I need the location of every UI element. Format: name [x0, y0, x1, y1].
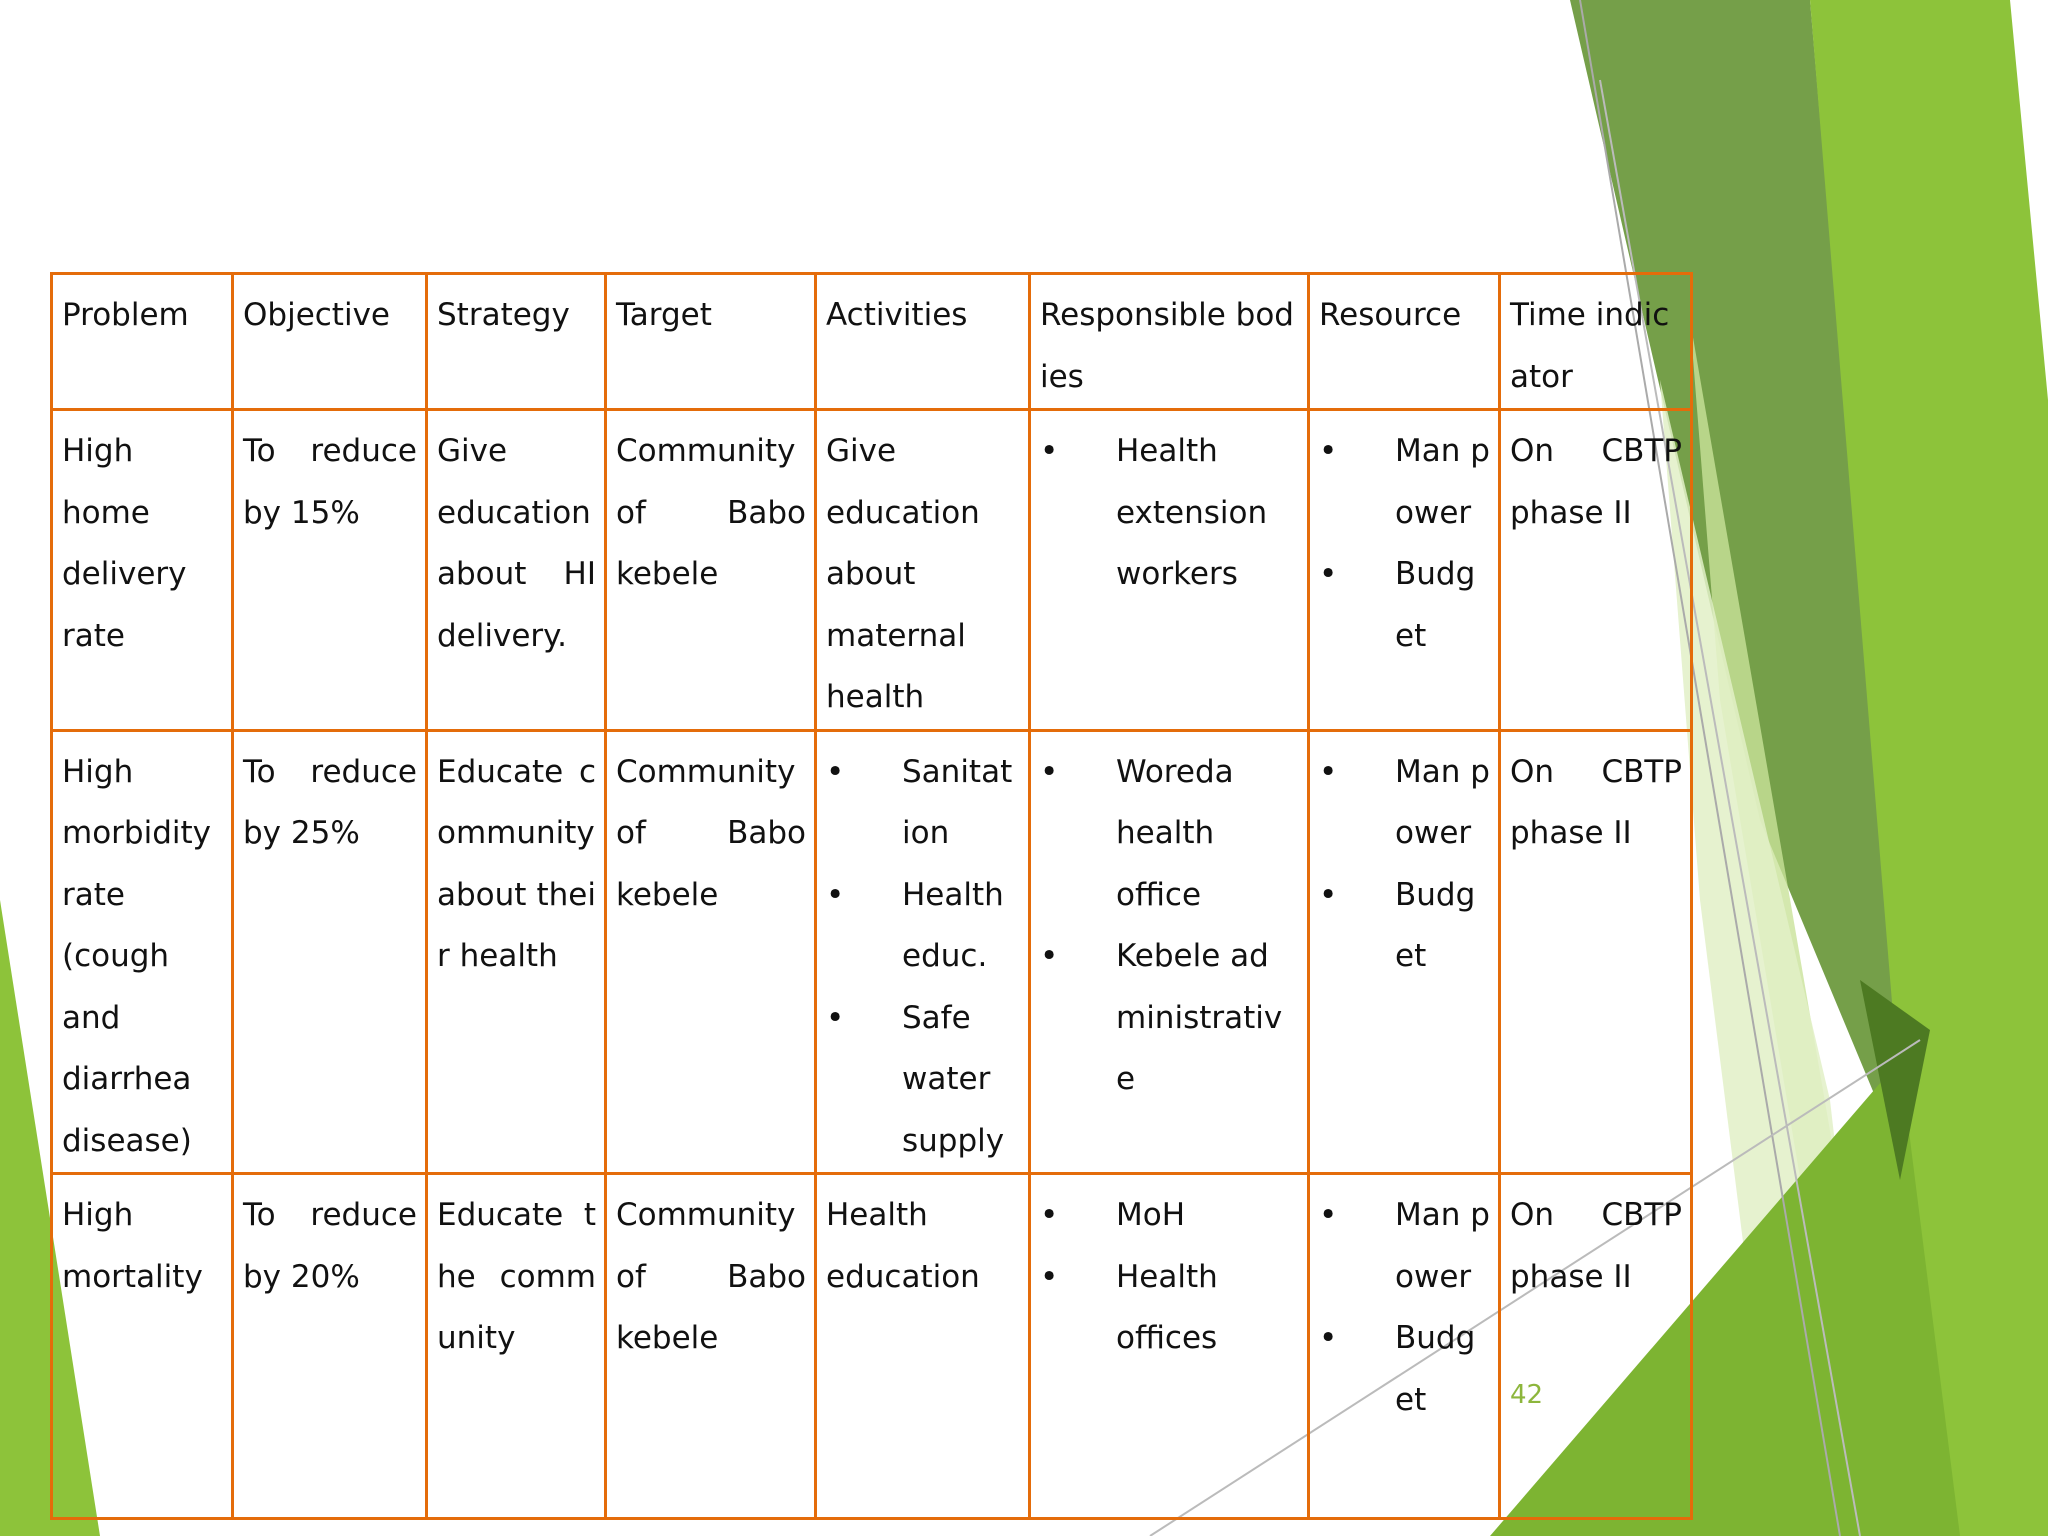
- header-cell-responsible: Responsible bodies: [1028, 272, 1310, 411]
- time-cell: On CBTP phase II: [1498, 408, 1693, 732]
- target-cell: Community of Babo kebele: [604, 1172, 817, 1520]
- bullet-icon: •: [1319, 876, 1338, 913]
- problem-cell: High mortality: [50, 1172, 234, 1520]
- list-item: • Budget: [1319, 865, 1490, 988]
- list-item: • Woreda health office: [1040, 742, 1299, 927]
- list-item: • Sanitation: [826, 742, 1020, 865]
- header-cell-strategy: Strategy: [425, 272, 607, 411]
- list-item: • Budget: [1319, 1308, 1490, 1431]
- plan-table: Problem Objective Strategy Target Activi…: [50, 272, 1693, 1520]
- bullet-icon: •: [1040, 1197, 1059, 1233]
- table-row: High home delivery rate To reduce by 15%…: [50, 408, 1693, 732]
- responsible-cell: • Woreda health office • Kebele administra…: [1028, 728, 1310, 1175]
- header-cell-resource: Resource: [1307, 272, 1501, 411]
- objective-cell: To reduce by 15%: [231, 408, 428, 732]
- strategy-cell: Educate community about their health: [425, 728, 607, 1175]
- deco-line-1: [1579, 0, 1841, 1536]
- resource-cell: • Man power • Budget: [1307, 1172, 1501, 1520]
- list-item: • Health offices: [1040, 1247, 1299, 1370]
- time-cell: On CBTP phase II: [1498, 728, 1693, 1175]
- header-cell-time: Time indicator: [1498, 272, 1693, 411]
- header-cell-target: Target: [604, 272, 817, 411]
- header-cell-problem: Problem: [50, 272, 234, 411]
- header-cell-activities: Activities: [814, 272, 1031, 411]
- list-item: • Man power: [1319, 421, 1490, 544]
- page-number: 42: [1510, 1380, 1544, 1410]
- table-row: High morbidity rate (cough and diarrhea …: [50, 728, 1693, 1175]
- list-item: • MoH: [1040, 1185, 1299, 1247]
- bullet-icon: •: [1319, 556, 1338, 592]
- strategy-cell: Educate the community: [425, 1172, 607, 1520]
- list-item: • Budget: [1319, 544, 1490, 667]
- bullet-icon: •: [1319, 1197, 1338, 1233]
- list-item: • Health educ.: [826, 865, 1020, 988]
- objective-cell: To reduce by 25%: [231, 728, 428, 1175]
- target-cell: Community of Babo kebele: [604, 408, 817, 732]
- list-item: • Man power: [1319, 742, 1490, 865]
- list-item: • Man power: [1319, 1185, 1490, 1308]
- deco-shape-bright: [1810, 0, 2048, 1536]
- responsible-cell: • MoH • Health offices: [1028, 1172, 1310, 1520]
- strategy-cell: Give education about HI delivery.: [425, 408, 607, 732]
- bullet-icon: •: [826, 876, 845, 913]
- bullet-icon: •: [826, 753, 845, 790]
- activities-cell: Health education: [814, 1172, 1031, 1520]
- responsible-cell: • Health extension workers: [1028, 408, 1310, 732]
- list-item: • Kebele administrative: [1040, 926, 1299, 1111]
- objective-cell: To reduce by 20%: [231, 1172, 428, 1520]
- bullet-icon: •: [1040, 938, 1059, 974]
- target-cell: Community of Babo kebele: [604, 728, 817, 1175]
- table-header-row: Problem Objective Strategy Target Activi…: [50, 272, 1693, 411]
- activities-cell: • Sanitation • Health educ. • Safe water su…: [814, 728, 1031, 1175]
- bullet-icon: •: [826, 999, 845, 1036]
- deco-shape-darkest: [1860, 980, 1930, 1180]
- time-cell: On CBTP phase II: [1498, 1172, 1693, 1520]
- resource-cell: • Man power • Budget: [1307, 408, 1501, 732]
- bullet-icon: •: [1319, 753, 1338, 790]
- problem-cell: High morbidity rate (cough and diarrhea …: [50, 728, 234, 1175]
- bullet-icon: •: [1319, 1320, 1338, 1356]
- resource-cell: • Man power • Budget: [1307, 728, 1501, 1175]
- activities-cell: Give education about maternal health: [814, 408, 1031, 732]
- bullet-icon: •: [1040, 753, 1059, 790]
- bullet-icon: •: [1040, 1258, 1059, 1295]
- list-item: • Safe water supply: [826, 988, 1020, 1171]
- table-row: High mortality To reduce by 20% Educate …: [50, 1172, 1693, 1520]
- list-item: • Health extension workers: [1040, 421, 1299, 606]
- problem-cell: High home delivery rate: [50, 408, 234, 732]
- bullet-icon: •: [1040, 433, 1059, 469]
- bullet-icon: •: [1319, 433, 1338, 469]
- header-cell-objective: Objective: [231, 272, 428, 411]
